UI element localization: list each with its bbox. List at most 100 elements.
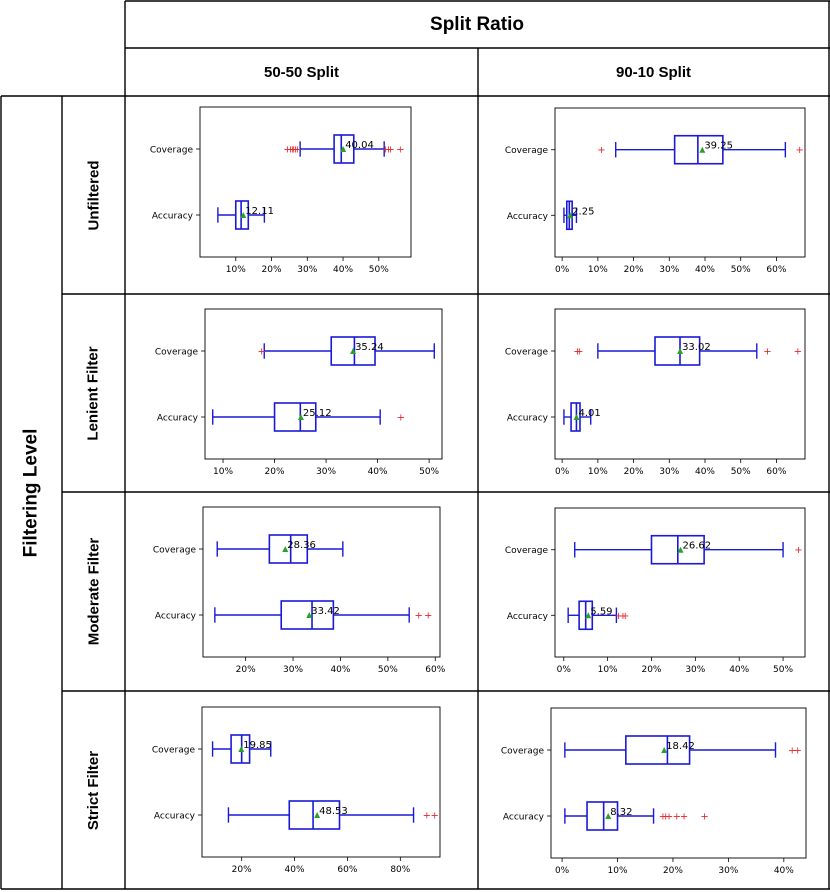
outlier-marker: + [396,145,404,156]
category-label: Coverage [501,747,545,757]
plot-frame [554,107,806,258]
category-label: Accuracy [157,414,199,424]
row-label-unfiltered: Unfiltered [62,96,125,294]
x-tick-label: 30% [283,665,303,675]
mean-label: 35.24 [355,342,384,353]
outlier-marker: + [288,145,296,156]
row-label-moderate: Moderate Filter [62,492,125,691]
x-tick-label: 20% [262,265,282,275]
mean-label: 25.12 [303,408,332,419]
x-tick-label: 40% [774,866,794,876]
category-label: Accuracy [152,212,194,222]
iqr-box [230,734,251,764]
row-label-lenient: Lenient Filter [62,294,125,492]
x-tick-label: 50% [731,265,751,275]
iqr-box [570,402,581,432]
chart-lenient-90-10: 0% 10% 20% 30% 40% 50% 60% Coverage + + + +33.02 Acc… [478,294,829,492]
outlier-marker: + [619,611,627,622]
category-label: Accuracy [507,414,549,424]
row-label-text: Moderate Filter [85,537,102,646]
mean-label: 33.02 [682,342,711,353]
mean-label: 2.25 [572,206,594,217]
outlier-marker: + [662,812,670,823]
x-tick-label: 50% [378,665,398,675]
category-label: Coverage [505,348,549,358]
outlier-marker: + [293,145,301,156]
x-tick-label: 60% [337,865,357,875]
x-tick-label: 10% [588,467,608,477]
mean-marker [699,146,706,153]
mean-marker [340,146,347,152]
mean-label: 5.59 [590,606,612,617]
plot-frame [554,308,806,460]
mean-marker [240,212,247,218]
outlier-marker: + [291,145,299,156]
iqr-box [234,200,250,230]
category-label: Accuracy [155,612,197,622]
outlier-marker: + [794,545,802,556]
category-label: Accuracy [154,812,196,822]
mean-marker [282,546,289,552]
x-tick-label: 40% [695,467,715,477]
x-tick-label: 40% [368,467,388,477]
category-label: Coverage [150,146,194,156]
mean-marker [297,414,304,420]
x-tick-label: 30% [316,467,336,477]
x-tick-label: 10% [608,866,628,876]
x-tick-label: 30% [718,866,738,876]
plot-frame [550,707,807,859]
mean-label: 33.42 [311,606,340,617]
x-tick-label: 10% [588,265,608,275]
x-tick-label: 40% [729,665,749,675]
category-label: Accuracy [507,612,549,622]
column-header-50-50: 50-50 Split [263,63,340,81]
mean-marker [661,747,668,753]
x-tick-label: 0% [555,866,570,876]
category-label: Accuracy [507,212,549,222]
mean-marker [238,746,245,752]
outlier-marker: + [414,611,422,622]
outlier-marker: + [283,145,291,156]
filtering-level-text: Filtering Level [20,428,42,557]
row-label-strict: Strict Filter [62,691,125,889]
chart-moderate-50-50: 20% 30% 40% 50% 60% Coverage 28.36 Accuracy + +33… [125,492,478,691]
mean-label: 26.62 [683,541,712,552]
outlier-marker: + [575,347,583,358]
category-label: Coverage [155,348,199,358]
x-tick-label: 40% [333,265,353,275]
mean-marker [567,212,574,219]
x-tick-label: 50% [419,467,439,477]
x-tick-label: 30% [685,665,705,675]
outlier-marker: + [659,812,667,823]
chart-lenient-50-50: 10% 20% 30% 40% 50% Coverage +35.24 Accuracy +25… [125,294,478,492]
mean-marker [677,348,684,354]
outlier-marker: + [424,611,432,622]
row-label-text: Strict Filter [85,750,102,830]
category-label: Coverage [505,546,549,556]
plot-frame [199,106,412,258]
mean-label: 4.01 [578,408,600,419]
outlier-marker: + [621,611,629,622]
outlier-marker: + [597,145,605,156]
iqr-box [268,534,309,564]
outlier-marker: + [290,145,298,156]
x-tick-label: 60% [425,665,445,675]
mean-label: 12.11 [245,206,274,217]
chart-strict-90-10: 0% 10% 20% 30% 40% Coverage + +18.42 Accuracy + + +… [478,691,829,889]
outlier-marker: + [700,812,708,823]
x-tick-label: 20% [236,665,256,675]
x-tick-label: 40% [285,865,305,875]
mean-label: 19.85 [243,740,272,751]
x-tick-label: 30% [659,467,679,477]
plot-frame [204,308,443,460]
outlier-marker: + [680,812,688,823]
plot-frame [202,506,441,658]
x-tick-label: 20% [663,866,683,876]
category-label: Coverage [505,146,549,156]
x-tick-label: 50% [773,665,793,675]
x-tick-label: 20% [265,467,285,477]
mean-marker [314,812,321,818]
x-tick-label: 30% [297,265,317,275]
x-tick-label: 0% [555,265,570,275]
